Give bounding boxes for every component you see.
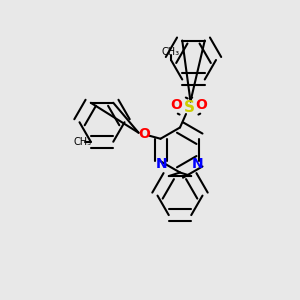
Text: O: O <box>170 98 182 112</box>
Text: N: N <box>192 157 204 171</box>
Text: O: O <box>196 98 208 112</box>
Text: N: N <box>156 157 168 171</box>
Text: CH₃: CH₃ <box>162 46 180 57</box>
Text: CH₃: CH₃ <box>73 137 92 147</box>
Text: S: S <box>184 100 194 116</box>
Text: O: O <box>138 127 150 141</box>
